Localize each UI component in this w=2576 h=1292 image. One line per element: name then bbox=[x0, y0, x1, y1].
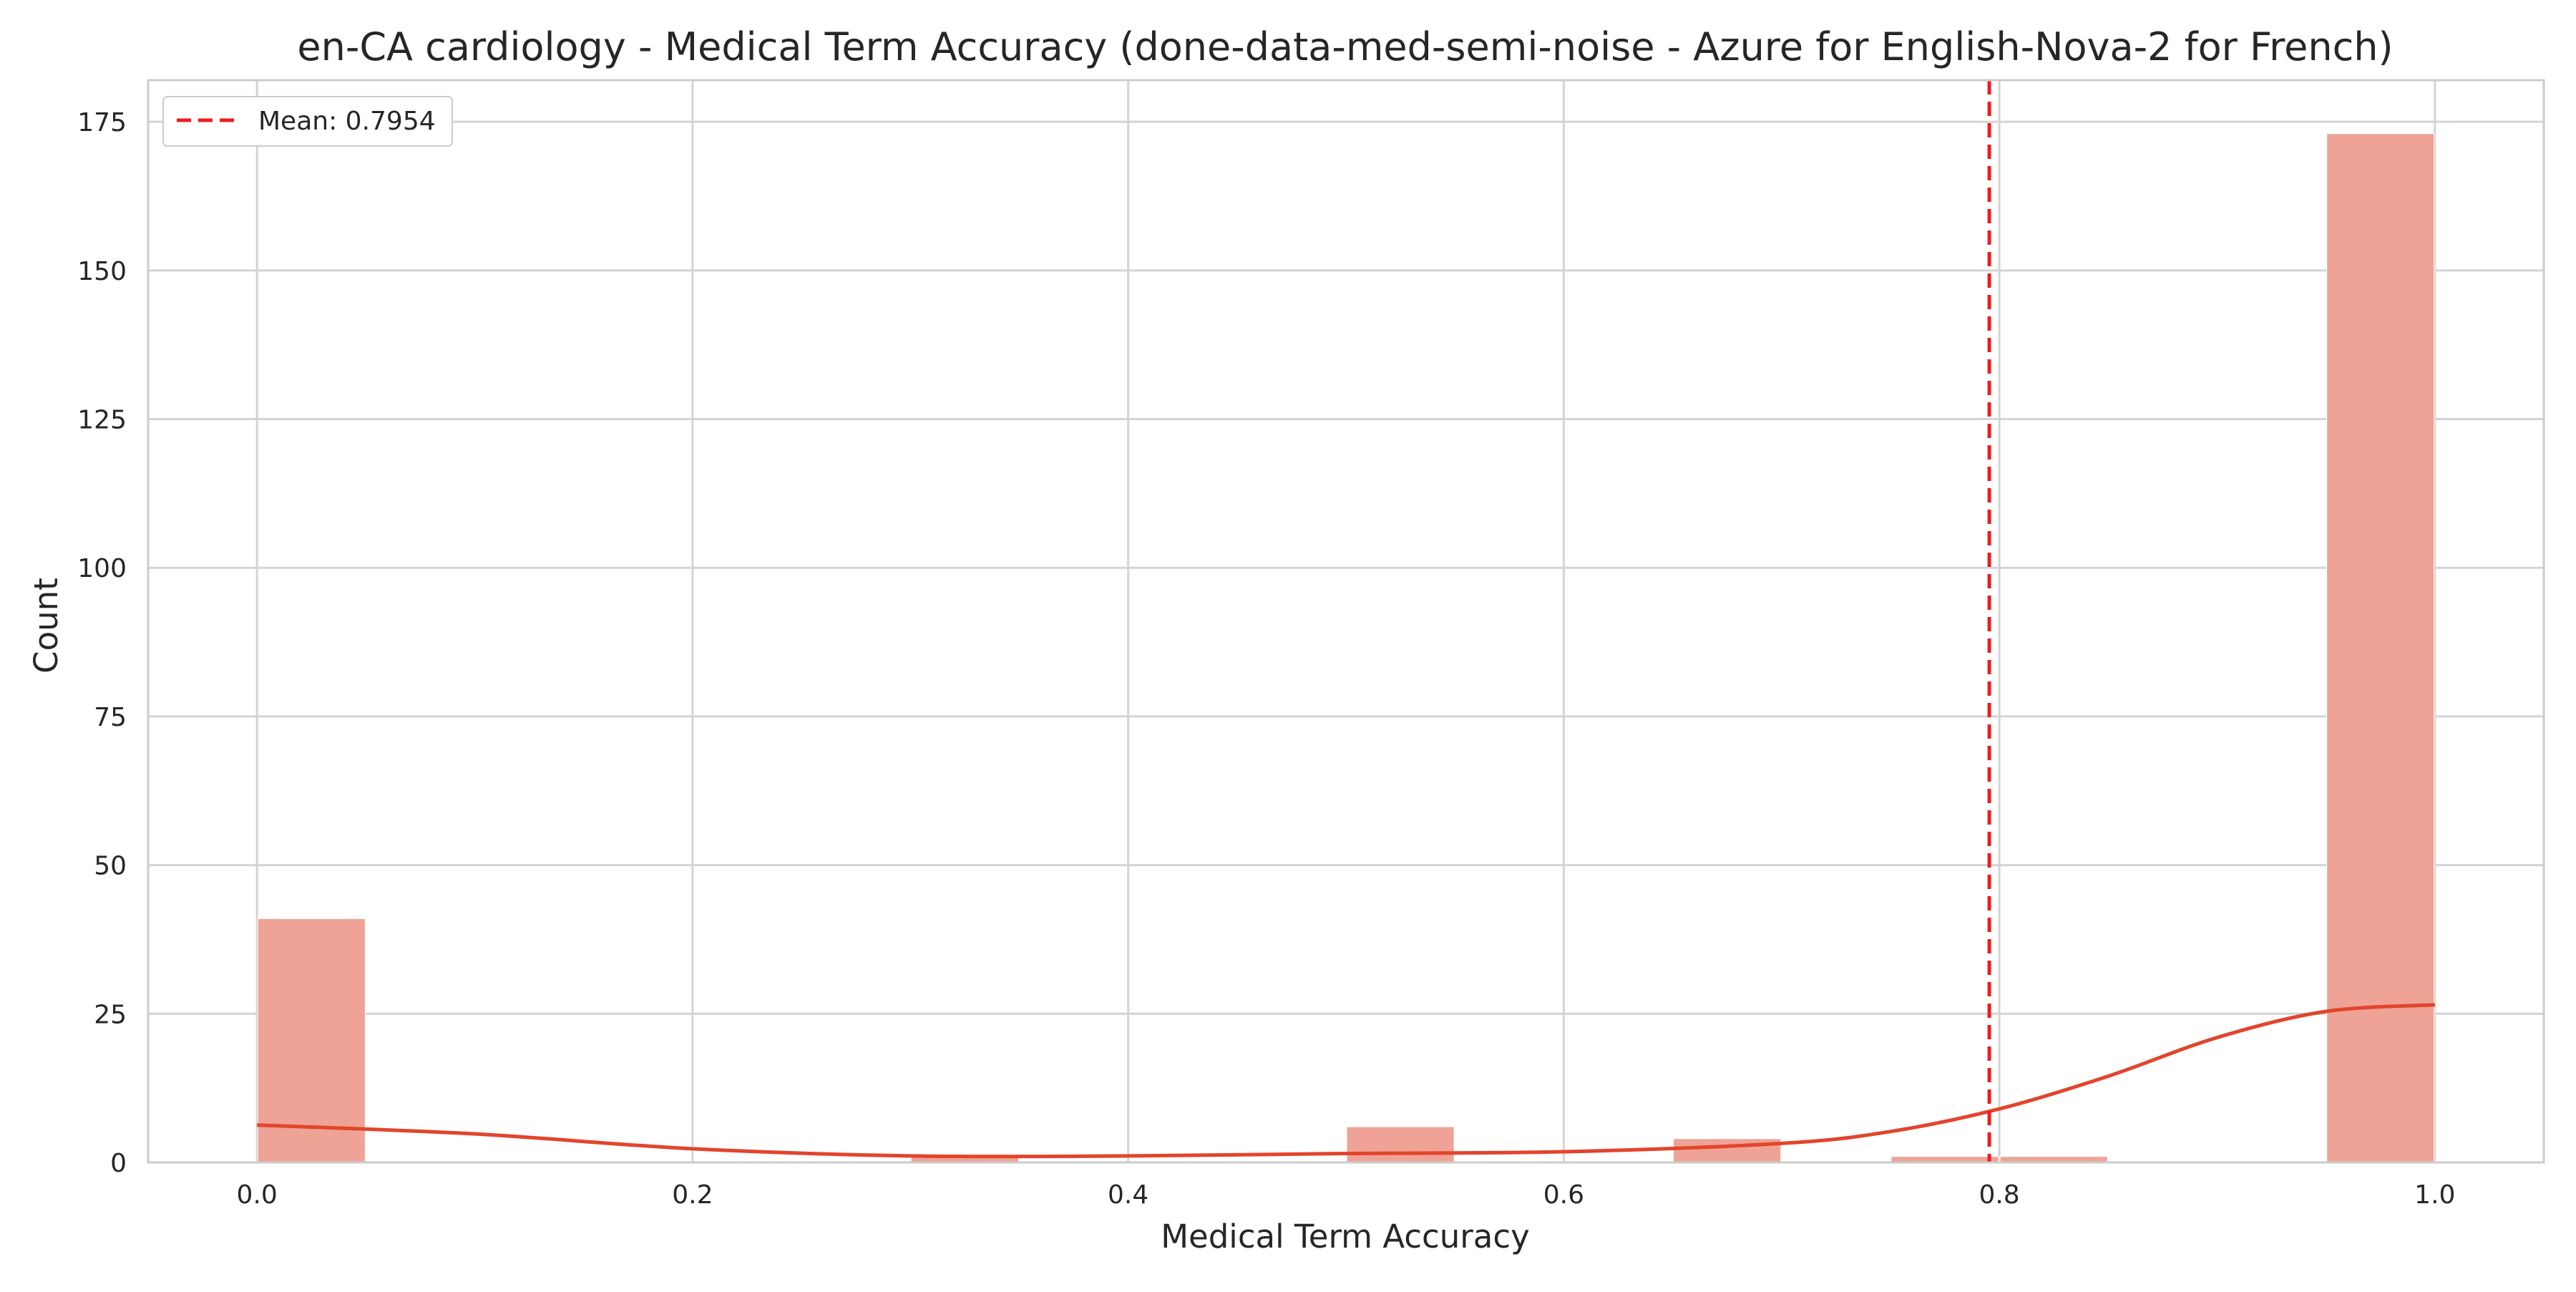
x-tick-label-4: 0.8 bbox=[1979, 1180, 2019, 1210]
y-tick-label-6: 150 bbox=[77, 257, 127, 286]
y-tick-label-5: 125 bbox=[77, 406, 127, 435]
legend-box bbox=[162, 96, 453, 147]
histogram-bar-19 bbox=[2326, 133, 2435, 1163]
plot-frame bbox=[147, 79, 2545, 1164]
legend-mean-label: Mean: 0.7954 bbox=[258, 107, 436, 136]
x-axis-label: Medical Term Accuracy bbox=[1161, 1218, 1530, 1255]
y-tick-label-4: 100 bbox=[77, 554, 127, 583]
tick-labels: 0.0 0.2 0.4 0.6 0.8 1.0 0 25 50 75 100 125 150 175 bbox=[77, 108, 2455, 1210]
y-tick-label-1: 25 bbox=[94, 1000, 127, 1029]
kde-curve bbox=[257, 1003, 2435, 1159]
histogram-bar-0 bbox=[257, 918, 366, 1163]
legend: Mean: 0.7954 bbox=[162, 96, 453, 147]
y-axis-label: Count bbox=[27, 578, 65, 674]
histogram-bar-10 bbox=[1346, 1126, 1455, 1163]
grid-lines bbox=[148, 80, 2544, 1164]
y-tick-label-7: 175 bbox=[77, 108, 127, 137]
x-tick-label-2: 0.4 bbox=[1108, 1180, 1148, 1210]
x-tick-label-5: 1.0 bbox=[2414, 1180, 2455, 1210]
histogram-bars bbox=[257, 133, 2435, 1163]
histogram-bar-13 bbox=[1673, 1138, 1782, 1163]
x-tick-label-1: 0.2 bbox=[672, 1180, 713, 1210]
y-tick-label-3: 75 bbox=[94, 703, 127, 732]
x-tick-label-3: 0.6 bbox=[1543, 1180, 1584, 1210]
y-tick-label-0: 0 bbox=[110, 1149, 127, 1178]
y-tick-label-2: 50 bbox=[94, 852, 127, 881]
x-tick-label-0: 0.0 bbox=[237, 1180, 278, 1210]
chart-title: en-CA cardiology - Medical Term Accuracy… bbox=[297, 24, 2393, 69]
